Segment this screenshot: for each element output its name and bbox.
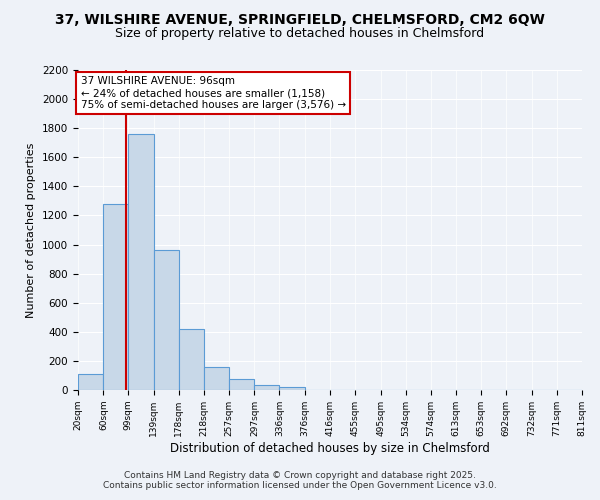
Bar (78, 374, 103, 390)
Bar (103, 204, 128, 390)
Bar (179, 329, 204, 390)
Text: 37, WILSHIRE AVENUE, SPRINGFIELD, CHELMSFORD, CM2 6QW: 37, WILSHIRE AVENUE, SPRINGFIELD, CHELMS… (55, 12, 545, 26)
Bar (128, 134, 154, 390)
Text: Size of property relative to detached houses in Chelmsford: Size of property relative to detached ho… (115, 28, 485, 40)
X-axis label: Distribution of detached houses by size in Chelmsford: Distribution of detached houses by size … (170, 442, 490, 454)
Bar (154, 250, 179, 390)
Text: 37 WILSHIRE AVENUE: 96sqm
← 24% of detached houses are smaller (1,158)
75% of se: 37 WILSHIRE AVENUE: 96sqm ← 24% of detac… (80, 76, 346, 110)
Bar (254, 385, 280, 390)
Text: Contains HM Land Registry data © Crown copyright and database right 2025.
Contai: Contains HM Land Registry data © Crown c… (103, 470, 497, 490)
Bar (204, 368, 229, 390)
Bar (280, 387, 305, 390)
Y-axis label: Number of detached properties: Number of detached properties (26, 142, 37, 318)
Bar (229, 379, 254, 390)
